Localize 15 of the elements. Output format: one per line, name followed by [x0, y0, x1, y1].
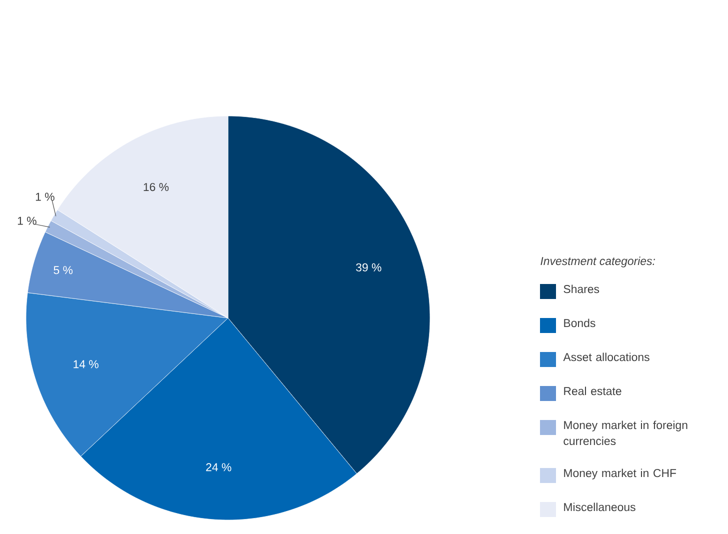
data-label: 1 %: [36, 192, 54, 201]
legend-label: Asset allocations: [563, 352, 650, 362]
legend-label: Miscellaneous: [564, 502, 636, 512]
legend-label: Bonds: [564, 318, 596, 328]
data-label: 1 %: [18, 216, 36, 225]
data-label: 5 %: [54, 266, 73, 274]
legend-label: Shares: [564, 284, 600, 294]
legend-title: Investment categories:: [540, 256, 655, 268]
legend-label: Money market in CHF: [564, 468, 676, 480]
data-label: 39 %: [356, 263, 382, 272]
data-label: 16 %: [144, 182, 169, 192]
data-label: 14 %: [74, 360, 98, 368]
legend-label: Money market in foreign currencies: [564, 420, 688, 446]
legend-label: Real estate: [564, 386, 622, 396]
data-label: 24 %: [206, 463, 232, 472]
